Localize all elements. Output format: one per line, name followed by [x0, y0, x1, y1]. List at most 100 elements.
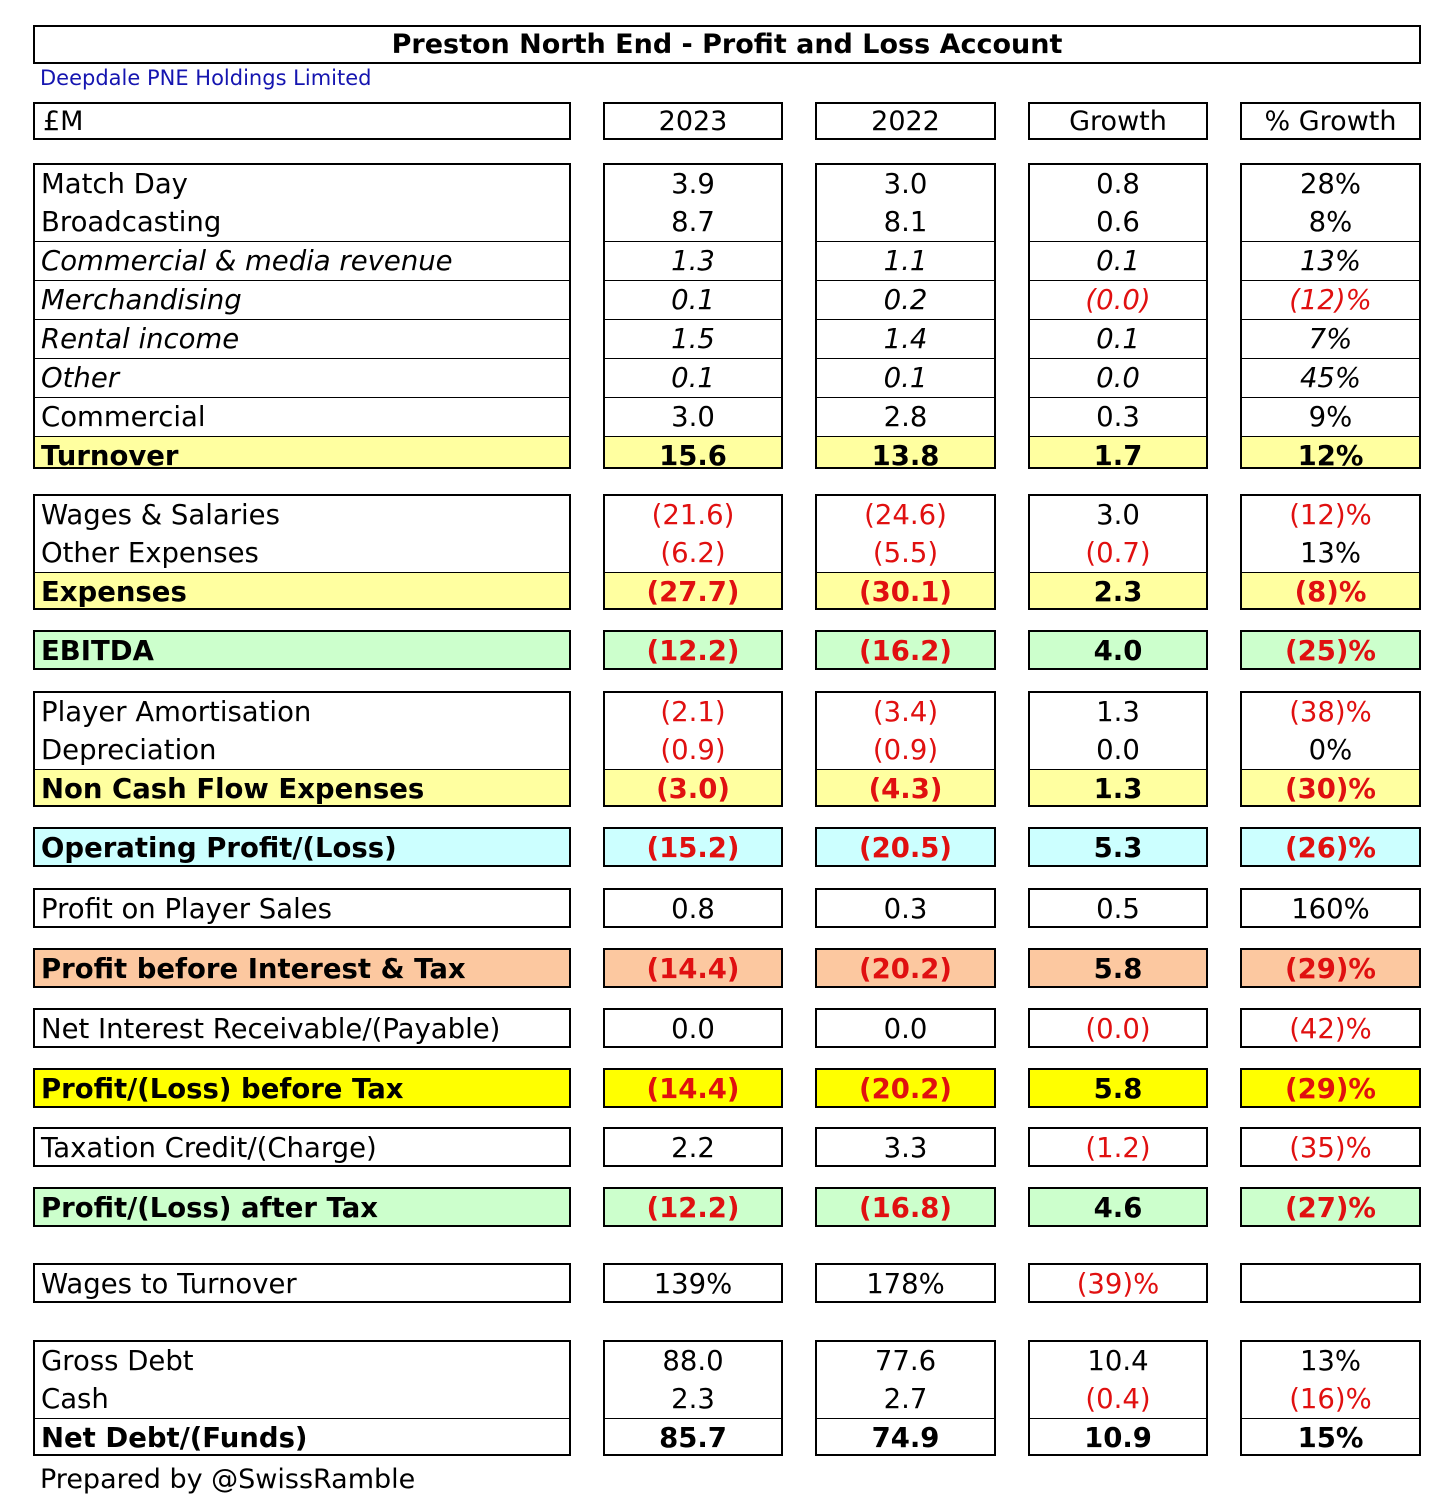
table-cell: (0.9) [872, 734, 939, 766]
table-cell: 1.1 [817, 241, 994, 280]
table-cell: 10.9 [1030, 1418, 1206, 1454]
group-12-col-2022: 178% [815, 1263, 996, 1303]
group-13-col-2023: 88.0 2.3 85.7 [603, 1340, 783, 1456]
row-label: Broadcasting [41, 206, 222, 238]
table-cell: (12)% [1289, 499, 1372, 531]
table-cell: (29)% [1242, 950, 1419, 986]
table-cell: (15.2) [605, 829, 781, 865]
table-cell: (0.4) [1085, 1383, 1151, 1415]
table-cell: 3.0 [883, 168, 928, 200]
group-2-col-2023: (21.6) (6.2) (27.7) [603, 494, 783, 610]
row-label: Wages to Turnover [41, 1268, 297, 1300]
table-cell: 0.6 [1096, 206, 1140, 238]
table-cell: 5.8 [1030, 1070, 1206, 1106]
row-label: Profit/(Loss) after Tax [35, 1189, 569, 1225]
row-label: Taxation Credit/(Charge) [41, 1132, 377, 1164]
group-7-label-col: Profit before Interest & Tax [33, 948, 571, 988]
group-2-col-2022: (24.6) (5.5) (30.1) [815, 494, 996, 610]
table-cell: 0.8 [1096, 168, 1140, 200]
table-cell: (30.1) [817, 572, 994, 608]
table-cell [1242, 1265, 1419, 1301]
table-cell: (2.1) [660, 696, 726, 728]
row-label: Operating Profit/(Loss) [35, 829, 569, 865]
group-5-col-pct-growth: (26)% [1240, 827, 1421, 867]
table-cell: 85.7 [605, 1418, 781, 1454]
group-10-col-pct-growth: (35)% [1240, 1127, 1421, 1167]
table-cell: 178% [866, 1268, 945, 1300]
table-cell: (20.2) [817, 950, 994, 986]
table-cell: 77.6 [874, 1345, 937, 1377]
group-2-col-pct-growth: (12)% 13% (8)% [1240, 494, 1421, 610]
row-label: Gross Debt [41, 1345, 194, 1377]
table-cell: 13% [1299, 1345, 1362, 1377]
table-cell: (27)% [1242, 1189, 1419, 1225]
table-cell: (20.5) [817, 829, 994, 865]
group-11-col-pct-growth: (27)% [1240, 1187, 1421, 1227]
table-cell: 13% [1299, 537, 1362, 569]
table-cell: (16.2) [817, 632, 994, 668]
table-cell: 4.0 [1030, 632, 1206, 668]
group-13-label-col: Gross Debt Cash Net Debt/(Funds) [33, 1340, 571, 1456]
row-label: Match Day [41, 168, 188, 200]
group-9-col-pct-growth: (29)% [1240, 1068, 1421, 1108]
row-label: Profit before Interest & Tax [35, 950, 569, 986]
group-9-label-col: Profit/(Loss) before Tax [33, 1068, 571, 1108]
table-cell: (12)% [1242, 280, 1419, 319]
group-4-col-pct-growth: (38)% 0% (30)% [1240, 691, 1421, 807]
group-3-col-pct-growth: (25)% [1240, 630, 1421, 670]
table-cell: 74.9 [817, 1418, 994, 1454]
table-cell: 8.1 [883, 206, 928, 238]
table-cell: (24.6) [864, 499, 947, 531]
table-cell: 2.7 [883, 1383, 928, 1415]
table-cell: (1.2) [1085, 1132, 1151, 1164]
group-10-col-2022: 3.3 [815, 1127, 996, 1167]
group-9-col-2022: (20.2) [815, 1068, 996, 1108]
group-13-col-growth: 10.4 (0.4) 10.9 [1028, 1340, 1208, 1456]
table-cell: (35)% [1289, 1132, 1372, 1164]
group-5-col-growth: 5.3 [1028, 827, 1208, 867]
group-7-col-pct-growth: (29)% [1240, 948, 1421, 988]
group-5-col-2023: (15.2) [603, 827, 783, 867]
row-label: Wages & Salaries [41, 499, 280, 531]
table-cell: 3.9 [671, 168, 715, 200]
group-7-col-2022: (20.2) [815, 948, 996, 988]
group-11-label-col: Profit/(Loss) after Tax [33, 1187, 571, 1227]
group-7-col-growth: 5.8 [1028, 948, 1208, 988]
table-cell: 8.7 [671, 206, 715, 238]
table-cell: 9% [1242, 397, 1419, 436]
table-cell: (0.0) [1085, 1013, 1151, 1045]
table-cell: (3.4) [872, 696, 939, 728]
row-label: Cash [41, 1383, 109, 1415]
header-pct-growth: % Growth [1240, 102, 1421, 140]
table-cell: (38)% [1289, 696, 1372, 728]
table-cell: 0.8 [671, 893, 715, 925]
group-9-col-growth: 5.8 [1028, 1068, 1208, 1108]
table-cell: (14.4) [605, 1070, 781, 1106]
group-6-col-pct-growth: 160% [1240, 888, 1421, 928]
table-cell: 139% [653, 1268, 733, 1300]
table-cell: 160% [1291, 893, 1370, 925]
row-label: Net Interest Receivable/(Payable) [41, 1013, 501, 1045]
table-cell: 4.6 [1030, 1189, 1206, 1225]
row-label: EBITDA [35, 632, 569, 668]
table-title: Preston North End - Profit and Loss Acco… [33, 25, 1421, 64]
table-cell: 7% [1242, 319, 1419, 358]
table-cell: 0.1 [817, 358, 994, 397]
table-cell: 1.7 [1030, 436, 1206, 467]
group-3-col-2022: (16.2) [815, 630, 996, 670]
group-1-col-growth: 0.8 0.6 0.1 (0.0) 0.1 0.0 0.3 1.7 [1028, 163, 1208, 469]
table-cell: (3.0) [605, 769, 781, 805]
row-label: Profit on Player Sales [41, 893, 332, 925]
table-cell: (16)% [1289, 1383, 1372, 1415]
row-label: Commercial [35, 397, 569, 436]
row-label: Rental income [35, 319, 569, 358]
group-11-col-growth: 4.6 [1028, 1187, 1208, 1227]
table-cell: 13.8 [817, 436, 994, 467]
group-8-col-pct-growth: (42)% [1240, 1008, 1421, 1048]
table-cell: 0.1 [605, 358, 781, 397]
group-4-col-growth: 1.3 0.0 1.3 [1028, 691, 1208, 807]
table-cell: (25)% [1242, 632, 1419, 668]
row-label: Expenses [35, 572, 569, 608]
table-cell: (5.5) [872, 537, 939, 569]
table-cell: 0.0 [671, 1013, 715, 1045]
